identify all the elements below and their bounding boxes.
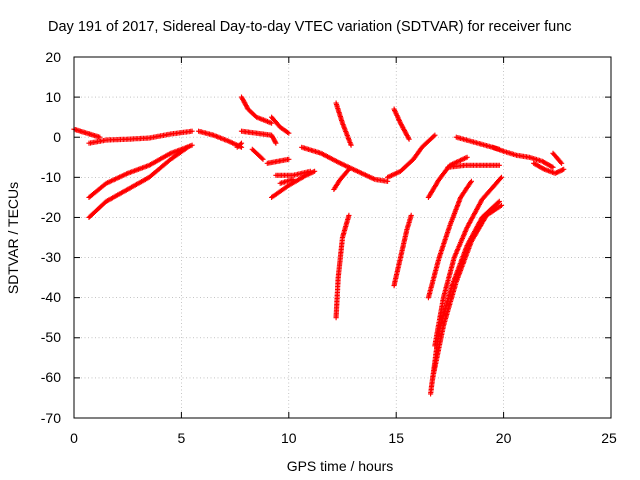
data-point — [496, 198, 502, 204]
data-point — [346, 166, 352, 172]
series-arc-4 — [86, 144, 191, 220]
series-arc-27 — [445, 162, 502, 170]
data-points — [71, 94, 567, 397]
data-point — [237, 141, 244, 147]
y-tick-label: -40 — [41, 289, 61, 305]
y-tick-label: 20 — [45, 49, 61, 65]
data-point — [468, 178, 474, 184]
x-tick-label: 0 — [70, 430, 78, 446]
series-arc-13 — [273, 168, 313, 178]
series-arc-25 — [430, 202, 505, 381]
series-arc-26 — [432, 174, 505, 349]
data-point — [498, 202, 505, 208]
series-arc-17 — [333, 212, 352, 321]
data-point — [559, 160, 565, 166]
series-arc-19 — [385, 132, 438, 180]
y-tick-label: 0 — [53, 129, 61, 145]
x-tick-label: 10 — [281, 430, 297, 446]
data-point — [408, 212, 414, 218]
series-arc-5 — [196, 128, 245, 150]
data-point — [345, 167, 351, 173]
data-point — [238, 140, 245, 146]
data-point — [432, 132, 438, 138]
y-tick-labels: 20 10 0 -10 -20 -30 -40 -50 -60 -70 — [41, 49, 61, 426]
data-point — [97, 134, 103, 140]
data-point — [307, 168, 313, 174]
data-point — [290, 176, 296, 182]
series-arc-2 — [86, 128, 195, 146]
x-tick-label: 5 — [178, 430, 186, 446]
chart-title: Day 191 of 2017, Sidereal Day-to-day VTE… — [48, 19, 572, 35]
series-arc-15 — [299, 144, 391, 184]
series-arc-14 — [277, 176, 296, 186]
data-point — [406, 136, 412, 142]
data-point — [260, 156, 266, 162]
series-arc-10 — [249, 146, 266, 162]
data-point — [189, 142, 195, 148]
series-arc-20 — [391, 106, 412, 142]
data-point — [189, 128, 195, 134]
y-axis-label: SDTVAR / TECUs — [5, 182, 21, 294]
series-arc-21 — [391, 212, 414, 289]
x-tick-label: 20 — [496, 430, 512, 446]
series-arc-9 — [269, 114, 292, 136]
series-arc-11 — [264, 156, 292, 166]
data-point — [431, 133, 437, 139]
y-tick-label: -60 — [41, 369, 61, 385]
data-point — [558, 159, 564, 165]
x-tick-label: 25 — [601, 430, 617, 446]
series-arc-30 — [531, 160, 567, 176]
data-point — [550, 164, 556, 170]
data-point — [286, 130, 292, 136]
series-arc-31 — [550, 150, 565, 166]
plot-frame — [73, 56, 612, 419]
series-arc-7 — [238, 94, 275, 126]
y-tick-label: -10 — [41, 169, 61, 185]
data-point — [496, 162, 502, 168]
y-tick-label: 10 — [45, 89, 61, 105]
data-point — [464, 154, 470, 160]
data-point — [346, 212, 352, 218]
data-point — [259, 155, 265, 161]
data-point — [348, 142, 354, 148]
series-arc-3 — [86, 142, 195, 200]
y-tick-label: -30 — [41, 249, 61, 265]
data-point — [269, 120, 275, 126]
series-arc-16 — [331, 166, 352, 192]
data-point — [272, 139, 278, 145]
series-arc-12 — [269, 168, 318, 200]
series-arc-8 — [238, 128, 279, 146]
x-axis-label: GPS time / hours — [287, 458, 394, 474]
x-tick-labels: 0 5 10 15 20 25 — [70, 430, 617, 446]
series-arc-6 — [234, 140, 245, 150]
data-point — [561, 166, 567, 172]
data-point — [286, 156, 292, 162]
data-point — [495, 199, 501, 205]
data-point — [497, 175, 504, 181]
series-arc-29 — [490, 144, 556, 170]
x-tick-label: 15 — [388, 430, 404, 446]
series-arc-18 — [333, 100, 354, 148]
y-tick-label: -20 — [41, 209, 61, 225]
series-arc-1 — [71, 126, 103, 140]
series-arc-23 — [425, 178, 474, 301]
data-point — [185, 144, 191, 150]
y-tick-label: -50 — [41, 329, 61, 345]
y-tick-label: -70 — [41, 410, 61, 426]
data-point — [273, 140, 279, 146]
data-point — [498, 174, 505, 180]
